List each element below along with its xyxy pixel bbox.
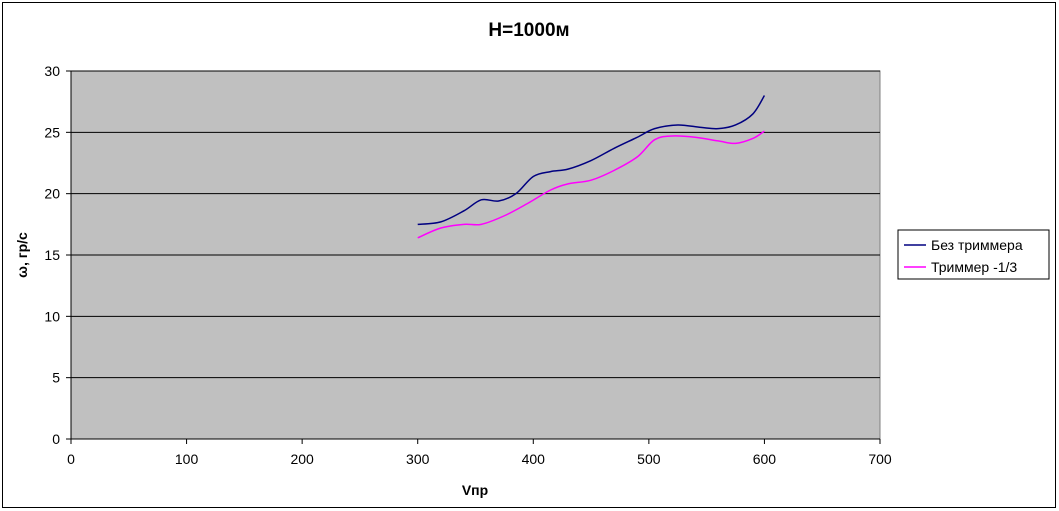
gridlines xyxy=(71,70,880,379)
y-tick-label: 0 xyxy=(52,431,60,447)
legend: Без триммера Триммер -1/3 xyxy=(897,229,1050,280)
series-line-1 xyxy=(417,95,766,226)
y-tick-label: 25 xyxy=(44,124,60,140)
x-axis-title: Vпр xyxy=(462,482,488,498)
y-tick-label: 5 xyxy=(52,370,60,386)
x-tick-label: 700 xyxy=(868,451,892,467)
x-tick-label: 500 xyxy=(637,451,661,467)
x-tick-label: 0 xyxy=(67,451,75,467)
x-tick-label: 200 xyxy=(290,451,314,467)
y-tick-label: 20 xyxy=(44,186,60,202)
chart-title: H=1000м xyxy=(488,20,569,41)
y-tick-label: 10 xyxy=(44,308,60,324)
y-axis-ticks: 0 5 10 15 20 25 30 xyxy=(44,63,71,447)
y-axis-title: ω, гр/с xyxy=(14,232,30,278)
x-tick-label: 600 xyxy=(753,451,777,467)
y-tick-label: 15 xyxy=(44,247,60,263)
legend-box xyxy=(897,229,1050,280)
x-tick-label: 100 xyxy=(175,451,199,467)
legend-label-series-1: Без триммера xyxy=(931,237,1023,253)
series-line-2 xyxy=(417,130,765,239)
series-lines xyxy=(417,95,766,239)
x-tick-label: 400 xyxy=(522,451,546,467)
x-axis-ticks: 0 100 200 300 400 500 600 700 xyxy=(67,439,892,467)
legend-label-series-2: Триммер -1/3 xyxy=(931,259,1017,275)
y-tick-label: 30 xyxy=(44,63,60,79)
x-tick-label: 300 xyxy=(406,451,430,467)
